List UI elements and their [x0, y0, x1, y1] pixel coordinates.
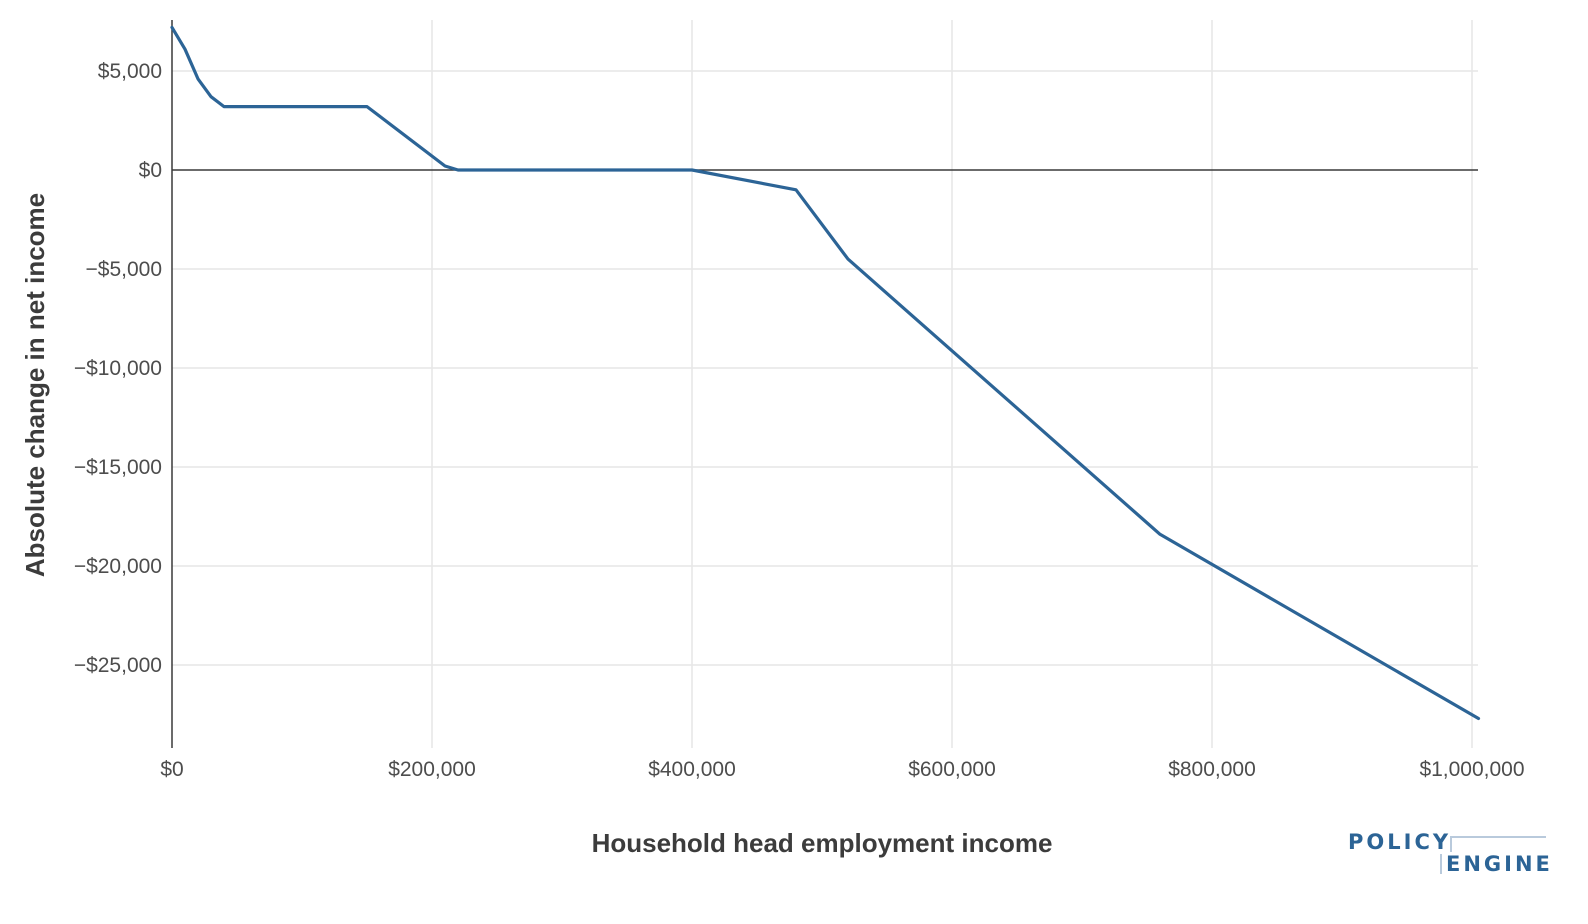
y-tick-label: $0	[139, 159, 162, 182]
x-tick-label: $800,000	[1168, 758, 1256, 781]
y-tick-label: −$25,000	[74, 654, 162, 677]
logo-text-policy: POLICY	[1348, 830, 1452, 854]
x-tick-label: $0	[160, 758, 183, 781]
series-layer	[170, 25, 1481, 721]
x-tick-label: $1,000,000	[1419, 758, 1524, 781]
series-line	[170, 25, 1481, 721]
y-tick-label: −$5,000	[86, 258, 163, 281]
logo-text-engine: ENGINE	[1446, 852, 1553, 876]
y-axis-title: Absolute change in net income	[20, 193, 50, 577]
x-tick-label: $600,000	[908, 758, 996, 781]
logo-bar-side	[1440, 854, 1442, 874]
x-tick-label: $400,000	[648, 758, 736, 781]
y-tick-label: −$10,000	[74, 357, 162, 380]
grid-lines	[172, 20, 1478, 748]
x-axis-title: Household head employment income	[592, 828, 1053, 858]
tick-labels: $0 $200,000 $400,000 $600,000 $800,000 $1,000…	[74, 60, 1525, 781]
policyengine-logo: POLICY ENGINE	[1348, 828, 1550, 880]
y-tick-label: −$15,000	[74, 456, 162, 479]
y-tick-label: −$20,000	[74, 555, 162, 578]
logo-bar-top	[1450, 836, 1546, 838]
x-tick-label: $200,000	[388, 758, 476, 781]
y-tick-label: $5,000	[98, 60, 162, 83]
axes	[171, 20, 1478, 748]
logo-bar-left	[1450, 836, 1452, 852]
